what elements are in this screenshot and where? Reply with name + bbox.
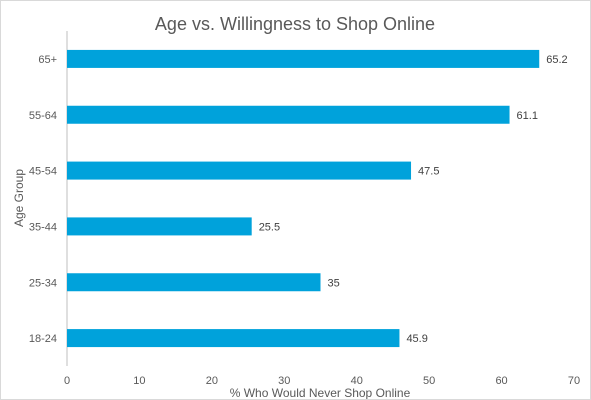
y-tick-label: 65+ — [38, 54, 57, 66]
y-axis-label: Age Group — [12, 169, 26, 227]
y-tick-label: 35-44 — [29, 221, 57, 233]
y-tick-label: 25-34 — [29, 277, 57, 289]
x-tick-label: 40 — [351, 375, 363, 387]
data-label: 65.2 — [546, 54, 567, 66]
x-axis-label: % Who Would Never Shop Online — [230, 386, 411, 399]
bar — [67, 217, 252, 236]
bar — [67, 49, 540, 68]
bar — [67, 273, 321, 292]
x-tick-label: 10 — [133, 375, 145, 387]
chart-title: Age vs. Willingness to Shop Online — [155, 14, 435, 34]
data-label: 25.5 — [259, 221, 280, 233]
x-tick-label: 30 — [278, 375, 290, 387]
data-label: 45.9 — [406, 333, 427, 345]
bar — [67, 105, 510, 124]
y-tick-label: 45-54 — [29, 166, 57, 178]
data-label: 47.5 — [418, 166, 439, 178]
x-tick-label: 70 — [568, 375, 580, 387]
y-tick-label: 18-24 — [29, 333, 57, 345]
x-tick-label: 50 — [423, 375, 435, 387]
bar — [67, 329, 400, 348]
y-tick-label: 55-64 — [29, 110, 57, 122]
data-label: 35 — [328, 277, 340, 289]
x-tick-label: 0 — [64, 375, 70, 387]
data-label: 61.1 — [517, 110, 538, 122]
x-tick-label: 20 — [206, 375, 218, 387]
bar — [67, 161, 412, 180]
x-tick-label: 60 — [495, 375, 507, 387]
